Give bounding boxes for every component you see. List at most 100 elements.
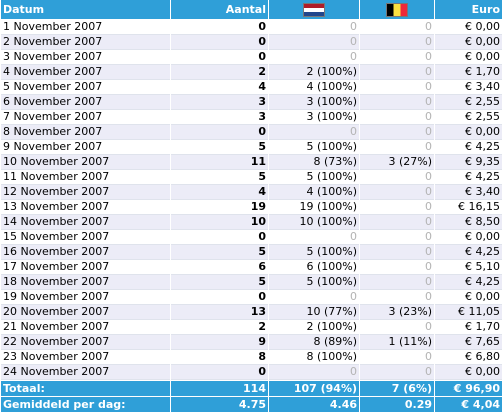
netherlands-cell: 0	[269, 290, 359, 305]
count-cell: 0	[171, 230, 268, 245]
netherlands-cell: 0	[269, 50, 359, 65]
belgium-cell: 0	[360, 110, 434, 125]
netherlands-cell: 5 (100%)	[269, 275, 359, 290]
count-cell: 13	[171, 305, 268, 320]
count-cell: 3	[171, 95, 268, 110]
count-cell: 8	[171, 350, 268, 365]
netherlands-flag-icon	[303, 2, 325, 17]
count-cell: 6	[171, 260, 268, 275]
count-cell: 0	[171, 35, 268, 50]
date-cell: 13 November 2007	[1, 200, 170, 215]
table-row: 4 November 2007 2 2 (100%) 0 € 1,70	[1, 65, 502, 80]
belgium-cell: 0	[360, 35, 434, 50]
belgium-cell: 0	[360, 320, 434, 335]
table-row: 16 November 2007 5 5 (100%) 0 € 4,25	[1, 245, 502, 260]
belgium-cell: 0	[360, 125, 434, 140]
belgium-cell: 0	[360, 20, 434, 35]
euro-cell: € 0,00	[435, 290, 502, 305]
average-euro: € 4,04	[435, 396, 502, 412]
count-cell: 4	[171, 80, 268, 95]
euro-cell: € 0,00	[435, 35, 502, 50]
table-row: 10 November 2007 11 8 (73%) 3 (27%) € 9,35	[1, 155, 502, 170]
belgium-cell: 0	[360, 200, 434, 215]
belgium-cell: 3 (23%)	[360, 305, 434, 320]
header-euro: Euro	[435, 0, 502, 20]
netherlands-cell: 8 (100%)	[269, 350, 359, 365]
belgium-cell: 0	[360, 365, 434, 380]
belgium-cell: 0	[360, 170, 434, 185]
table-row: 2 November 2007 0 0 0 € 0,00	[1, 35, 502, 50]
date-cell: 2 November 2007	[1, 35, 170, 50]
date-cell: 21 November 2007	[1, 320, 170, 335]
date-cell: 4 November 2007	[1, 65, 170, 80]
belgium-cell: 0	[360, 275, 434, 290]
netherlands-cell: 2 (100%)	[269, 320, 359, 335]
count-cell: 19	[171, 200, 268, 215]
table-body: 1 November 2007 0 0 0 € 0,00 2 November 2007 0…	[1, 20, 502, 380]
header-belgium	[360, 0, 434, 20]
euro-cell: € 4,25	[435, 275, 502, 290]
netherlands-cell: 0	[269, 20, 359, 35]
euro-cell: € 16,15	[435, 200, 502, 215]
belgium-cell: 0	[360, 245, 434, 260]
total-netherlands: 107 (94%)	[269, 380, 359, 396]
euro-cell: € 5,10	[435, 260, 502, 275]
netherlands-cell: 4 (100%)	[269, 80, 359, 95]
date-cell: 15 November 2007	[1, 230, 170, 245]
table-row: 14 November 2007 10 10 (100%) 0 € 8,50	[1, 215, 502, 230]
header-date: Datum	[1, 0, 170, 20]
belgium-cell: 3 (27%)	[360, 155, 434, 170]
belgium-cell: 0	[360, 290, 434, 305]
average-row: Gemiddeld per dag: 4.75 4.46 0.29 € 4,04	[1, 396, 502, 412]
count-cell: 2	[171, 320, 268, 335]
netherlands-cell: 19 (100%)	[269, 200, 359, 215]
count-cell: 0	[171, 50, 268, 65]
euro-cell: € 4,25	[435, 170, 502, 185]
euro-cell: € 1,70	[435, 320, 502, 335]
count-cell: 2	[171, 65, 268, 80]
belgium-cell: 1 (11%)	[360, 335, 434, 350]
count-cell: 3	[171, 110, 268, 125]
total-belgium: 7 (6%)	[360, 380, 434, 396]
table-row: 9 November 2007 5 5 (100%) 0 € 4,25	[1, 140, 502, 155]
netherlands-cell: 0	[269, 230, 359, 245]
table-row: 6 November 2007 3 3 (100%) 0 € 2,55	[1, 95, 502, 110]
table-row: 7 November 2007 3 3 (100%) 0 € 2,55	[1, 110, 502, 125]
euro-cell: € 7,65	[435, 335, 502, 350]
netherlands-cell: 8 (89%)	[269, 335, 359, 350]
table-row: 17 November 2007 6 6 (100%) 0 € 5,10	[1, 260, 502, 275]
date-cell: 5 November 2007	[1, 80, 170, 95]
table-row: 15 November 2007 0 0 0 € 0,00	[1, 230, 502, 245]
date-cell: 9 November 2007	[1, 140, 170, 155]
euro-cell: € 0,00	[435, 365, 502, 380]
count-cell: 5	[171, 245, 268, 260]
belgium-cell: 0	[360, 350, 434, 365]
euro-cell: € 8,50	[435, 215, 502, 230]
total-count: 114	[171, 380, 268, 396]
total-row: Totaal: 114 107 (94%) 7 (6%) € 96,90	[1, 380, 502, 396]
table-row: 11 November 2007 5 5 (100%) 0 € 4,25	[1, 170, 502, 185]
netherlands-cell: 5 (100%)	[269, 245, 359, 260]
netherlands-cell: 0	[269, 365, 359, 380]
euro-cell: € 0,00	[435, 230, 502, 245]
total-euro: € 96,90	[435, 380, 502, 396]
netherlands-cell: 10 (77%)	[269, 305, 359, 320]
table-row: 21 November 2007 2 2 (100%) 0 € 1,70	[1, 320, 502, 335]
table-row: 19 November 2007 0 0 0 € 0,00	[1, 290, 502, 305]
header-netherlands	[269, 0, 359, 20]
total-label: Totaal:	[1, 380, 170, 396]
date-cell: 3 November 2007	[1, 50, 170, 65]
netherlands-cell: 0	[269, 35, 359, 50]
table-row: 13 November 2007 19 19 (100%) 0 € 16,15	[1, 200, 502, 215]
euro-cell: € 2,55	[435, 110, 502, 125]
date-cell: 8 November 2007	[1, 125, 170, 140]
count-cell: 9	[171, 335, 268, 350]
table-row: 22 November 2007 9 8 (89%) 1 (11%) € 7,65	[1, 335, 502, 350]
netherlands-cell: 2 (100%)	[269, 65, 359, 80]
table-header: Datum Aantal Euro	[1, 0, 502, 20]
netherlands-cell: 8 (73%)	[269, 155, 359, 170]
count-cell: 5	[171, 275, 268, 290]
count-cell: 5	[171, 140, 268, 155]
belgium-cell: 0	[360, 140, 434, 155]
